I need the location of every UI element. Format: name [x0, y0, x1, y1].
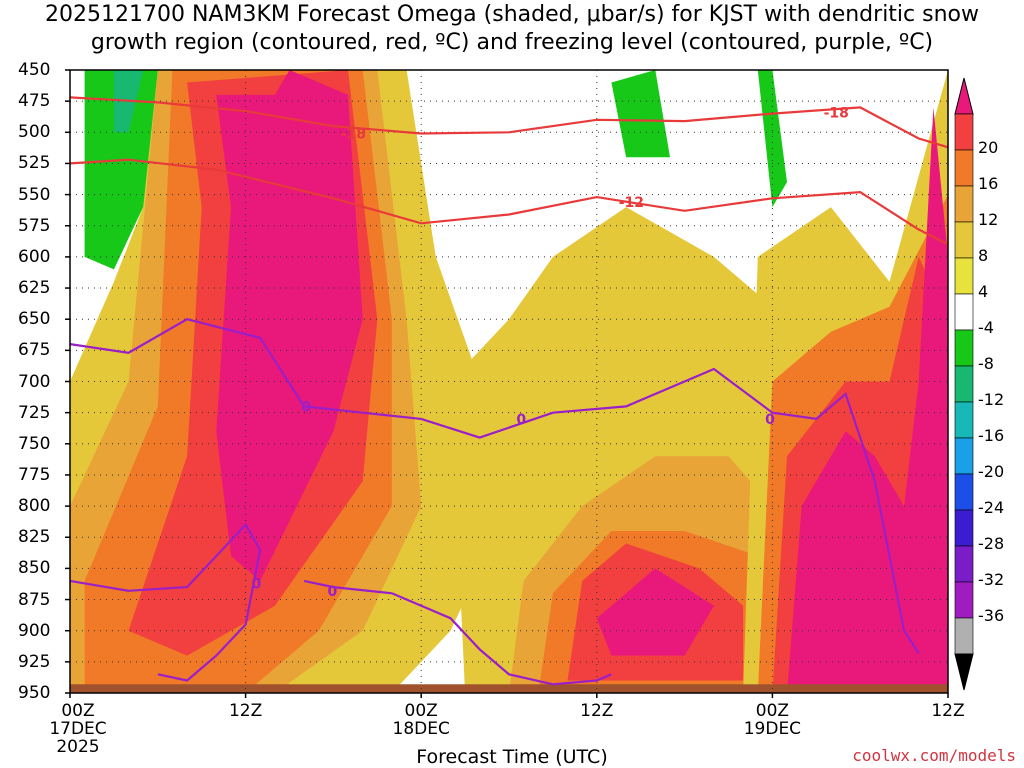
colorbar-label-12: 12	[978, 210, 999, 229]
colorbar-label--24: -24	[978, 498, 1005, 517]
frz-label-2: 0	[516, 412, 526, 428]
y-label-725: 725	[18, 402, 51, 423]
freezing-contour-2	[303, 579, 612, 686]
dgz-contour-1	[70, 158, 948, 246]
colorbar-box-13	[954, 545, 974, 583]
y-label-800: 800	[18, 496, 51, 517]
colorbar-label-20: 20	[978, 138, 999, 157]
chart-title-line-2: growth region (contoured, red, ºC) and f…	[90, 30, 934, 55]
frz-label-1: 0	[301, 399, 311, 415]
colorbar-box-9	[954, 401, 974, 439]
y-label-900: 900	[18, 620, 51, 641]
omega-magenta-right	[787, 107, 948, 693]
x-label-36-0: 12Z	[580, 701, 614, 721]
omega-magenta-mid	[596, 568, 714, 656]
freezing-contour-1	[70, 522, 262, 682]
x-label-48-0: 00Z	[755, 701, 790, 721]
colorbar-label--36: -36	[978, 606, 1005, 625]
y-label-475: 475	[18, 91, 51, 112]
x-label-24-0: 00Z	[404, 701, 438, 721]
y-label-700: 700	[18, 371, 51, 392]
x-label-0-1: 17DEC	[49, 719, 107, 739]
colorbar-label-8: 8	[978, 246, 989, 265]
x-label-60-0: 12Z	[931, 701, 965, 721]
x-label-0-2: 2025	[56, 737, 100, 757]
colorbar-top-arrow	[954, 77, 974, 115]
colorbar-label--16: -16	[978, 426, 1005, 445]
omega-green-upper-right	[757, 70, 787, 208]
y-label-750: 750	[18, 433, 51, 454]
dgz-contour-0	[70, 96, 948, 149]
frz-label-4: 0	[251, 576, 261, 592]
colorbar	[954, 77, 974, 691]
y-label-950: 950	[18, 683, 51, 703]
y-label-525: 525	[18, 153, 51, 174]
dgz-label-upper: -18	[341, 127, 366, 143]
contour-lines: -18 -18 -12 0 0 0 0 0	[70, 96, 948, 686]
colorbar-box-15	[954, 617, 974, 655]
colorbar-label--28: -28	[978, 534, 1005, 553]
x-label-0-0: 00Z	[61, 701, 95, 721]
omega-green-upper-mid	[611, 70, 670, 158]
chart-title-line-1: 2025121700 NAM3KM Forecast Omega (shaded…	[45, 2, 979, 27]
x-label-48-1: 19DEC	[743, 719, 802, 739]
colorbar-box-11	[954, 473, 974, 511]
terrain-surface	[70, 684, 948, 693]
y-label-925: 925	[18, 651, 51, 672]
colorbar-bottom-arrow	[954, 653, 974, 691]
y-label-850: 850	[18, 558, 51, 579]
colorbar-box-8	[954, 365, 974, 403]
x-axis-title: Forecast Time (UTC)	[416, 746, 608, 768]
colorbar-label--32: -32	[978, 570, 1005, 589]
colorbar-label--8: -8	[978, 354, 994, 373]
colorbar-label-4: 4	[978, 282, 989, 301]
colorbar-label--12: -12	[978, 390, 1005, 409]
y-label-500: 500	[18, 122, 51, 143]
grid-lines	[65, 69, 949, 698]
omega-magenta-left	[216, 70, 363, 581]
y-label-875: 875	[18, 589, 51, 610]
colorbar-box-1	[954, 113, 974, 151]
colorbar-box-7	[954, 329, 974, 367]
frz-label-3: 0	[765, 412, 775, 428]
site-credit: coolwx.com/models	[852, 746, 1016, 765]
dgz-label-lower: -12	[619, 195, 644, 211]
y-label-575: 575	[18, 215, 51, 236]
frz-label-5: 0	[328, 584, 338, 600]
freezing-contour-0	[70, 318, 920, 654]
colorbar-box-5	[954, 257, 974, 295]
colorbar-box-4	[954, 221, 974, 259]
y-label-600: 600	[18, 246, 51, 267]
y-label-450: 450	[18, 60, 51, 80]
x-label-24-1: 18DEC	[392, 719, 450, 739]
colorbar-label--4: -4	[978, 318, 994, 337]
dgz-label-upper-right: -18	[824, 105, 849, 121]
colorbar-box-12	[954, 509, 974, 547]
colorbar-box-2	[954, 149, 974, 187]
y-label-650: 650	[18, 309, 51, 330]
omega-green-upper-left	[84, 70, 158, 270]
x-label-12-0: 12Z	[228, 701, 263, 721]
y-label-625: 625	[18, 278, 51, 299]
y-label-675: 675	[18, 340, 51, 361]
plot-frame	[69, 69, 949, 694]
colorbar-label--20: -20	[978, 462, 1005, 481]
y-label-825: 825	[18, 527, 51, 548]
colorbar-box-6	[954, 293, 974, 331]
y-label-775: 775	[18, 464, 51, 485]
colorbar-box-14	[954, 581, 974, 619]
colorbar-box-3	[954, 185, 974, 223]
y-label-550: 550	[18, 184, 51, 205]
colorbar-box-10	[954, 437, 974, 475]
colorbar-label-16: 16	[978, 174, 999, 193]
